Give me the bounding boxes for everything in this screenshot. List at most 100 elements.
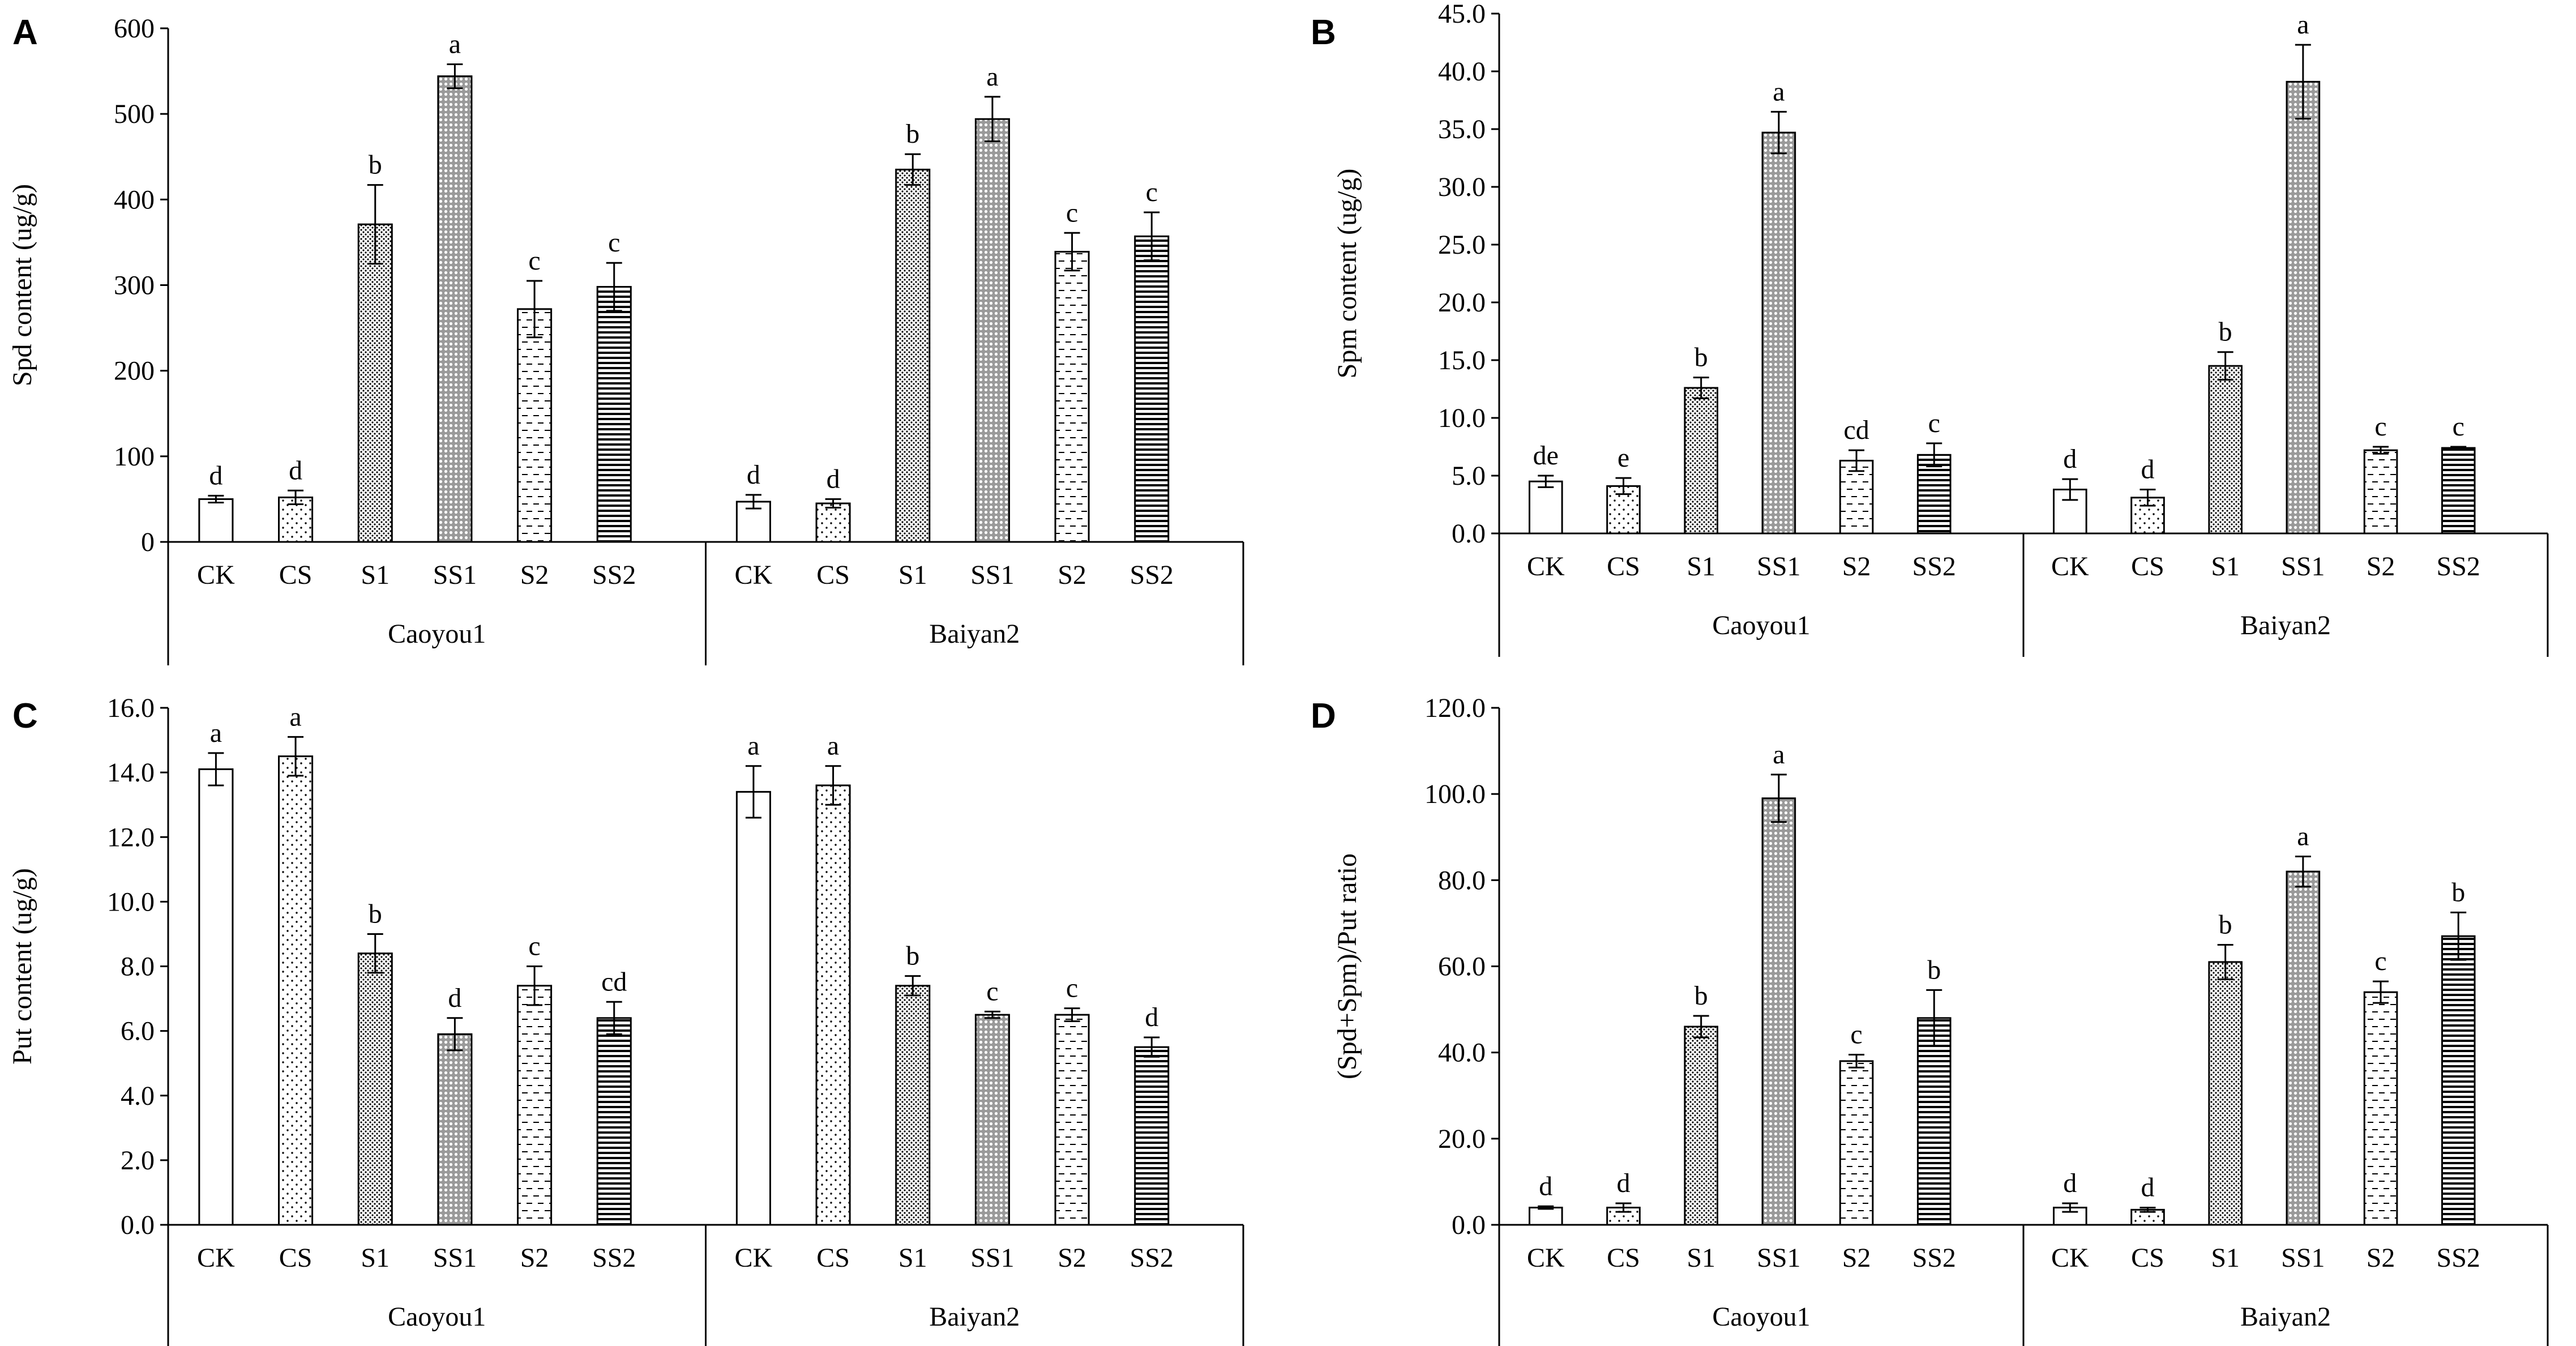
category-label: SS1 xyxy=(970,1243,1014,1273)
significance-letter: c xyxy=(2374,412,2386,442)
significance-letter: b xyxy=(2219,909,2232,939)
panel-letter: D xyxy=(1311,696,1336,736)
significance-letter: cd xyxy=(1843,415,1869,445)
category-label: CK xyxy=(2051,1243,2089,1273)
y-axis-label: (Spd+Spm)/Put ratio xyxy=(1332,853,1362,1079)
bar-baiyan2-cs xyxy=(2130,497,2165,535)
bar-baiyan2-ss2 xyxy=(2441,447,2476,535)
category-label: S1 xyxy=(898,560,927,590)
y-tick-label: 20.0 xyxy=(1438,1124,1486,1154)
y-tick-label: 45.0 xyxy=(1438,0,1486,29)
bar-baiyan2-cs xyxy=(815,784,851,1226)
group-label: Caoyou1 xyxy=(388,619,486,649)
y-tick-label: 40.0 xyxy=(1438,57,1486,87)
category-label: S2 xyxy=(520,1243,549,1273)
category-label: S1 xyxy=(2211,1243,2240,1273)
bar-caoyou1-ss1 xyxy=(1761,131,1796,535)
significance-letter: c xyxy=(528,931,540,962)
significance-letter: a xyxy=(986,62,998,92)
y-tick-label: 15.0 xyxy=(1438,345,1486,375)
significance-letter: e xyxy=(1618,443,1629,473)
category-label: S2 xyxy=(520,560,549,590)
category-label: S1 xyxy=(1687,1243,1715,1273)
significance-letter: d xyxy=(209,460,222,490)
y-tick-label: 0.0 xyxy=(1452,519,1486,549)
significance-letter: b xyxy=(2219,317,2232,347)
panel-letter: C xyxy=(12,696,38,736)
y-tick-label: 100.0 xyxy=(1424,779,1486,809)
bar-baiyan2-ss2 xyxy=(1134,1046,1170,1226)
bar-caoyou1-ss1 xyxy=(437,75,473,543)
category-label: CS xyxy=(816,560,850,590)
y-tick-label: 400 xyxy=(114,185,155,215)
bar-baiyan2-s1 xyxy=(895,168,931,543)
bar-baiyan2-s1 xyxy=(895,985,931,1226)
y-tick-label: 35.0 xyxy=(1438,114,1486,144)
category-label: CS xyxy=(279,1243,313,1273)
y-tick-label: 4.0 xyxy=(121,1081,155,1111)
y-tick-label: 0.0 xyxy=(1452,1210,1486,1240)
y-tick-label: 60.0 xyxy=(1438,952,1486,982)
y-tick-label: 30.0 xyxy=(1438,172,1486,202)
significance-letter: b xyxy=(906,941,919,971)
category-label: CK xyxy=(1527,1243,1565,1273)
group-label: Baiyan2 xyxy=(2240,1302,2331,1332)
y-tick-label: 500 xyxy=(114,99,155,129)
group-label: Baiyan2 xyxy=(929,619,1020,649)
significance-letter: c xyxy=(986,976,998,1006)
significance-letter: a xyxy=(1773,76,1785,106)
bar-caoyou1-ss1 xyxy=(1761,797,1796,1226)
category-label: SS2 xyxy=(1130,1243,1174,1273)
bar-caoyou1-ck xyxy=(198,768,234,1226)
bar-caoyou1-ck xyxy=(1529,480,1563,535)
significance-letter: d xyxy=(289,455,302,485)
category-label: S1 xyxy=(2211,552,2240,582)
significance-letter: b xyxy=(369,150,382,180)
category-label: SS2 xyxy=(2437,1243,2480,1273)
bar-baiyan2-ck xyxy=(735,790,771,1226)
bar-caoyou1-s2 xyxy=(1839,1060,1874,1226)
panel-b: B Spm content (ug/g) 0.0 5.0 10.0 15.0 20.0 25.… xyxy=(1311,0,2549,657)
significance-letter: b xyxy=(2451,877,2465,907)
significance-letter: a xyxy=(747,731,759,761)
category-label: S2 xyxy=(1842,1243,1871,1273)
bar-caoyou1-ss2 xyxy=(596,1017,632,1226)
y-axis-label: Spd content (ug/g) xyxy=(7,184,37,386)
category-label: S2 xyxy=(2367,552,2395,582)
bar-caoyou1-s1 xyxy=(1684,387,1718,535)
significance-letter: c xyxy=(1146,177,1158,207)
bar-baiyan2-s2 xyxy=(2363,449,2398,535)
y-tick-label: 16.0 xyxy=(107,693,155,723)
bar-baiyan2-s1 xyxy=(2208,961,2243,1226)
bar-caoyou1-s1 xyxy=(357,952,393,1226)
bar-caoyou1-s1 xyxy=(357,223,393,543)
bar-baiyan2-cs xyxy=(815,502,851,543)
category-label: SS2 xyxy=(1912,552,1956,582)
category-label: SS1 xyxy=(2281,552,2325,582)
bar-baiyan2-ss2 xyxy=(2441,935,2476,1226)
bar-caoyou1-ss2 xyxy=(596,286,632,543)
bar-caoyou1-ck xyxy=(198,498,234,543)
bar-baiyan2-ss1 xyxy=(974,1014,1010,1226)
significance-letter: d xyxy=(827,464,840,494)
significance-letter: a xyxy=(289,702,301,732)
y-tick-label: 25.0 xyxy=(1438,230,1486,260)
y-tick-label: 40.0 xyxy=(1438,1038,1486,1068)
significance-letter: b xyxy=(906,119,919,149)
y-tick-label: 12.0 xyxy=(107,822,155,852)
significance-letter: a xyxy=(2297,10,2309,40)
category-label: SS1 xyxy=(2281,1243,2325,1273)
category-label: CS xyxy=(816,1243,850,1273)
y-axis-label: Spm content (ug/g) xyxy=(1332,169,1362,379)
significance-letter: c xyxy=(2374,946,2386,976)
y-tick-label: 120.0 xyxy=(1424,693,1486,723)
bar-caoyou1-s1 xyxy=(1684,1025,1718,1226)
category-label: S1 xyxy=(898,1243,927,1273)
significance-letter: c xyxy=(1066,198,1078,228)
bar-caoyou1-s2 xyxy=(517,985,553,1226)
category-label: CK xyxy=(1527,552,1565,582)
category-label: S1 xyxy=(1687,552,1715,582)
significance-letter: b xyxy=(1694,981,1708,1011)
group-label: Caoyou1 xyxy=(388,1302,486,1332)
bar-baiyan2-s2 xyxy=(1054,251,1090,543)
